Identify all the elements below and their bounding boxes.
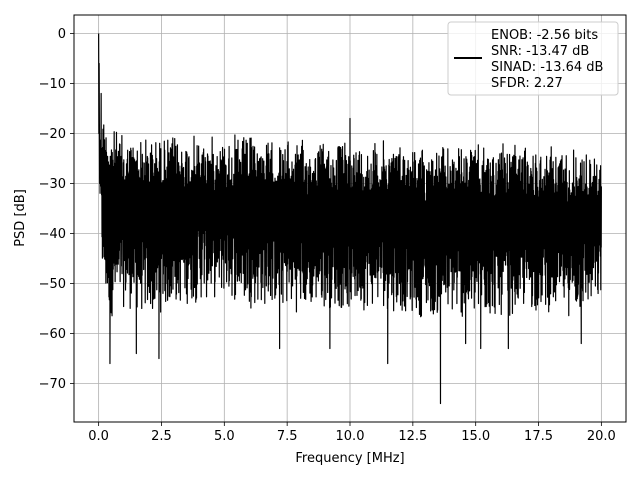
x-tick-label: 20.0 <box>587 429 616 444</box>
x-tick-label: 15.0 <box>461 429 490 444</box>
y-tick-label: −60 <box>39 327 66 342</box>
x-tick-label: 12.5 <box>398 429 427 444</box>
legend-label-line: SNR: -13.47 dB <box>491 44 589 59</box>
y-axis: 0 −10 −20 −30 −40 −50 −60 −70 <box>39 27 74 392</box>
y-tick-label: −70 <box>39 377 66 392</box>
x-tick-label: 0.0 <box>88 429 109 444</box>
y-axis-label: PSD [dB] <box>13 189 28 247</box>
series-line-group <box>98 33 602 405</box>
legend-label-line: ENOB: -2.56 bits <box>491 28 598 43</box>
x-tick-label: 5.0 <box>214 429 235 444</box>
y-tick-label: −30 <box>39 177 66 192</box>
x-tick-label: 17.5 <box>524 429 553 444</box>
y-tick-label: −50 <box>39 277 66 292</box>
x-tick-label: 10.0 <box>336 429 365 444</box>
y-tick-label: 0 <box>58 27 66 42</box>
y-tick-label: −20 <box>39 127 66 142</box>
legend-label-line: SFDR: 2.27 <box>491 76 563 91</box>
legend-label-line: SINAD: -13.64 dB <box>491 60 603 75</box>
series-line-psd <box>98 33 602 405</box>
x-tick-label: 2.5 <box>151 429 172 444</box>
y-tick-label: −10 <box>39 77 66 92</box>
x-tick-label: 7.5 <box>277 429 298 444</box>
y-tick-label: −40 <box>39 227 66 242</box>
x-axis-label: Frequency [MHz] <box>295 451 404 466</box>
plot-area <box>98 33 602 405</box>
x-axis: 0.0 2.5 5.0 7.5 10.0 12.5 15.0 17.5 20.0 <box>88 422 616 444</box>
legend-box <box>447 21 619 96</box>
